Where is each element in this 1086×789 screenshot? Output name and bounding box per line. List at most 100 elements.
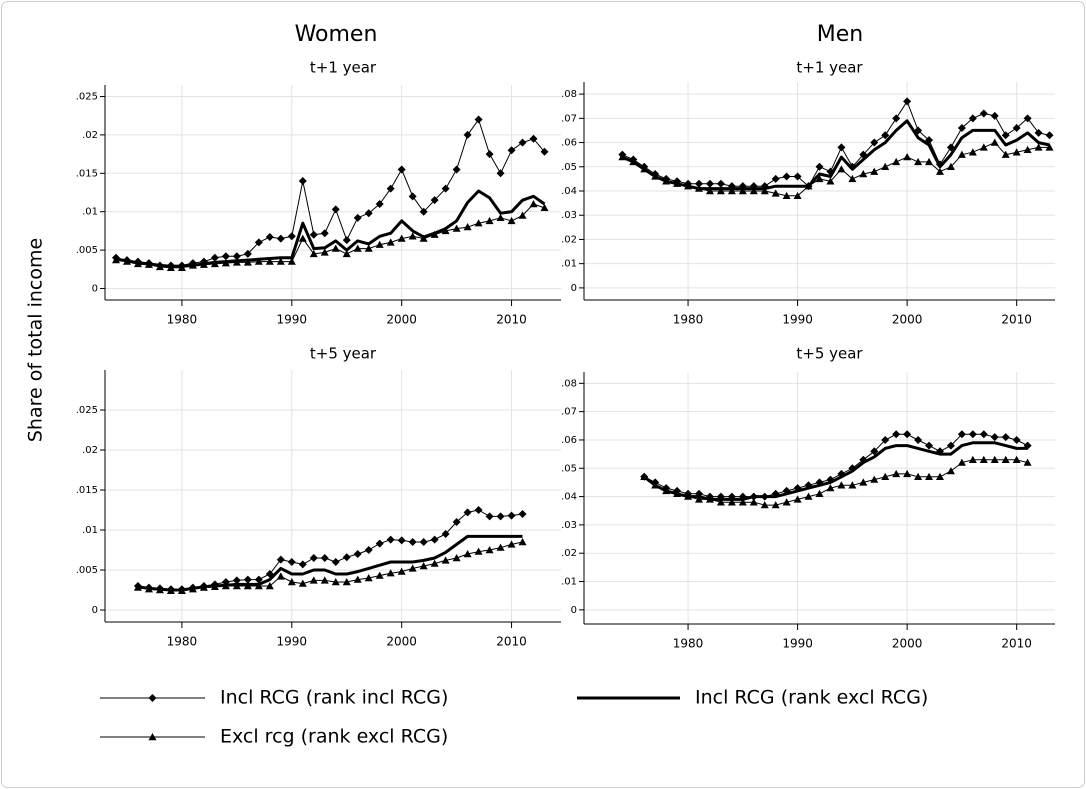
marker-triangle: [518, 211, 527, 219]
x-tick-label: 2000: [386, 313, 417, 327]
marker-diamond: [1045, 131, 1054, 140]
marker-diamond: [507, 146, 516, 155]
marker-diamond: [968, 430, 977, 439]
marker-triangle: [155, 262, 164, 271]
marker-diamond: [957, 124, 966, 133]
marker-triangle: [914, 472, 923, 480]
y-tick-label: .04: [561, 492, 577, 503]
marker-diamond: [771, 174, 780, 183]
marker-triangle: [298, 234, 307, 242]
marker-diamond: [287, 558, 296, 566]
marker-triangle: [309, 576, 318, 584]
panel-title: t+5 year: [310, 345, 377, 363]
marker-triangle: [793, 191, 802, 200]
marker-diamond: [474, 115, 483, 124]
marker-triangle: [463, 550, 472, 558]
marker-triangle: [804, 182, 813, 190]
marker-diamond: [529, 134, 538, 143]
marker-diamond: [903, 430, 912, 439]
marker-diamond: [815, 162, 824, 171]
marker-triangle: [848, 174, 857, 183]
marker-diamond: [782, 172, 791, 181]
x-tick-label: 1990: [782, 313, 813, 327]
marker-triangle: [309, 249, 318, 258]
marker-diamond: [243, 249, 252, 258]
marker-diamond: [243, 575, 252, 584]
marker-triangle: [342, 578, 351, 586]
marker-triangle: [485, 216, 494, 225]
marker-diamond: [968, 114, 977, 123]
marker-triangle: [265, 582, 274, 590]
marker-triangle: [1001, 455, 1010, 463]
marker-diamond: [1023, 114, 1032, 123]
marker-diamond: [979, 430, 988, 439]
marker-triangle: [903, 153, 912, 161]
marker-triangle: [133, 259, 142, 268]
marker-diamond: [419, 207, 428, 216]
marker-triangle: [738, 187, 747, 195]
marker-triangle: [903, 469, 912, 478]
marker-triangle: [320, 248, 329, 256]
marker-diamond: [540, 147, 549, 156]
marker-diamond: [990, 433, 999, 442]
x-tick-label: 2010: [1001, 313, 1032, 327]
marker-triangle: [331, 244, 340, 252]
marker-triangle: [640, 472, 649, 480]
y-tick-label: .01: [82, 207, 98, 218]
y-tick-label: .04: [561, 186, 577, 197]
marker-diamond: [331, 205, 340, 214]
series-line: [115, 189, 546, 268]
marker-diamond: [793, 172, 802, 181]
x-tick-label: 2000: [386, 635, 417, 649]
marker-triangle: [716, 187, 725, 195]
marker-diamond: [1001, 131, 1010, 140]
y-tick-label: .02: [561, 234, 577, 245]
marker-triangle: [210, 582, 219, 590]
marker-triangle: [441, 226, 450, 235]
y-tick-label: .08: [561, 378, 577, 389]
marker-triangle: [1001, 150, 1010, 158]
marker-diamond: [276, 234, 285, 243]
marker-diamond: [892, 114, 901, 123]
marker-diamond: [990, 111, 999, 120]
marker-triangle: [716, 498, 725, 506]
marker-triangle: [968, 148, 977, 156]
x-tick-label: 1980: [673, 313, 704, 327]
marker-triangle: [651, 172, 660, 180]
marker-diamond: [496, 512, 505, 521]
marker-diamond: [342, 553, 351, 562]
marker-triangle: [397, 234, 406, 242]
marker-diamond: [353, 550, 362, 558]
marker-triangle: [793, 495, 802, 503]
marker-diamond: [298, 176, 307, 185]
marker-triangle: [990, 455, 999, 463]
marker-triangle: [408, 232, 417, 240]
marker-triangle: [342, 249, 351, 258]
marker-triangle: [935, 472, 944, 480]
y-tick-label: .01: [82, 525, 98, 536]
marker-triangle: [684, 182, 693, 190]
marker-diamond: [979, 109, 988, 118]
marker-diamond: [705, 179, 714, 188]
marker-triangle: [695, 495, 704, 503]
marker-triangle: [925, 157, 934, 166]
marker-diamond: [1012, 124, 1021, 133]
x-tick-label: 1990: [782, 637, 813, 651]
series-line: [622, 142, 1050, 197]
marker-diamond: [232, 576, 241, 585]
legend-label: Incl RCG (rank excl RCG): [695, 687, 928, 709]
marker-diamond: [695, 179, 704, 188]
marker-diamond: [221, 252, 230, 261]
panel-title: t+5 year: [796, 345, 863, 363]
y-tick-label: 0: [571, 605, 577, 616]
x-tick-label: 1980: [167, 313, 198, 327]
marker-diamond: [496, 169, 505, 178]
y-tick-label: .01: [561, 259, 577, 270]
marker-triangle: [441, 556, 450, 564]
marker-diamond: [1012, 435, 1021, 444]
y-tick-label: .06: [561, 435, 577, 446]
marker-triangle: [990, 138, 999, 146]
marker-triangle: [243, 582, 252, 590]
marker-diamond: [914, 435, 923, 444]
marker-triangle: [287, 578, 296, 586]
